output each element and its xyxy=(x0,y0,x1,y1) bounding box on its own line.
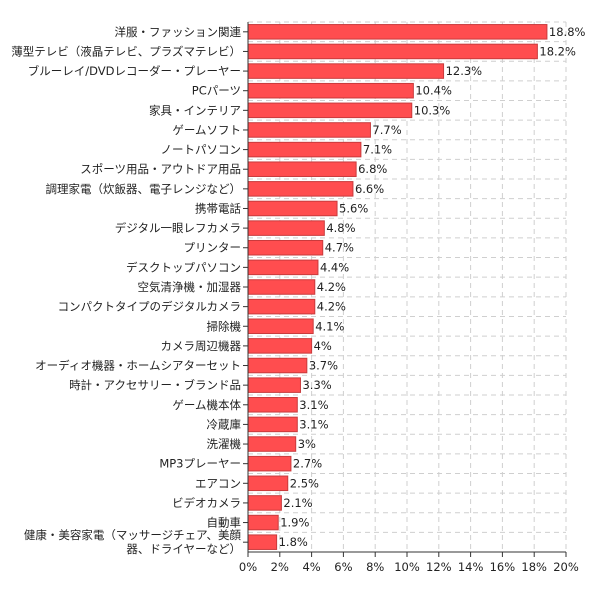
category-label: ビデオカメラ xyxy=(172,496,241,510)
category-label: 掃除機 xyxy=(207,319,242,333)
x-tick-label: 6% xyxy=(334,560,352,574)
category-label: PCパーツ xyxy=(192,84,241,98)
bar xyxy=(247,239,324,256)
x-tick-label: 14% xyxy=(458,560,484,574)
bar xyxy=(247,357,308,374)
category-label: 家具・インテリア xyxy=(149,103,241,117)
category-label: 空気清浄機・加湿器 xyxy=(138,280,242,294)
category-label: カメラ周辺機器 xyxy=(161,339,242,353)
value-label: 3.3% xyxy=(302,378,331,392)
value-label: 4.2% xyxy=(317,300,346,314)
bar xyxy=(247,534,278,550)
x-tick-label: 10% xyxy=(394,560,420,574)
category-label: 薄型テレビ（液晶テレビ、プラズマテレビ） xyxy=(11,44,241,58)
bar xyxy=(247,495,282,511)
value-label: 3% xyxy=(298,437,316,451)
category-label: ノートパソコン xyxy=(161,143,242,157)
bar xyxy=(247,43,538,60)
bar xyxy=(247,377,301,393)
value-label: 18.8% xyxy=(549,25,586,39)
bar xyxy=(247,475,289,492)
value-label: 3.7% xyxy=(309,359,338,373)
bar xyxy=(247,82,414,99)
bar xyxy=(247,397,298,413)
value-label: 1.9% xyxy=(280,516,309,530)
bar xyxy=(247,63,445,79)
x-tick-label: 16% xyxy=(490,560,516,574)
value-label: 3.1% xyxy=(299,417,328,431)
category-label: ゲームソフト xyxy=(172,123,241,137)
bar xyxy=(247,436,297,452)
x-tick-label: 0% xyxy=(239,560,257,574)
value-label: 7.7% xyxy=(372,123,401,137)
category-label: コンパクトタイプのデジタルカメラ xyxy=(58,300,241,314)
value-label: 12.3% xyxy=(446,64,483,78)
category-label: 自動車 xyxy=(207,516,242,530)
value-label: 10.4% xyxy=(415,84,452,98)
value-label: 6.8% xyxy=(358,162,387,176)
bar xyxy=(247,161,357,177)
bar xyxy=(247,181,354,197)
value-label: 4% xyxy=(314,339,332,353)
value-label: 10.3% xyxy=(414,103,451,117)
value-label: 4.1% xyxy=(315,319,344,333)
value-label: 4.7% xyxy=(325,241,354,255)
category-label: 調理家電（炊飯器、電子レンジなど） xyxy=(46,182,242,196)
category-label: MP3プレーヤー xyxy=(159,457,241,471)
category-label: オーディオ機器・ホームシアターセット xyxy=(35,359,241,373)
bar xyxy=(247,416,298,433)
value-label: 2.7% xyxy=(293,457,322,471)
category-label: スポーツ用品・アウトドア用品 xyxy=(80,162,241,176)
value-label: 18.2% xyxy=(539,44,576,58)
value-label: 1.8% xyxy=(279,535,308,549)
grid-lines xyxy=(248,21,567,553)
value-label: 2.1% xyxy=(283,496,312,510)
bar xyxy=(247,259,319,276)
category-label: 携帯電話 xyxy=(195,201,241,215)
category-label: ブルーレイ/DVDレコーダー・プレーヤー xyxy=(28,64,241,78)
category-label: 時計・アクセサリー・ブランド品 xyxy=(69,378,241,392)
category-label: 洋服・ファッション関連 xyxy=(115,25,242,39)
bar xyxy=(247,298,316,315)
category-label: デジタル一眼レフカメラ xyxy=(115,221,241,235)
category-label: プリンター xyxy=(184,241,242,255)
axes xyxy=(243,22,567,557)
bar xyxy=(247,514,279,531)
value-label: 5.6% xyxy=(339,201,368,215)
bar xyxy=(247,200,338,217)
bar xyxy=(247,279,316,295)
value-label: 4.4% xyxy=(320,260,349,274)
category-label: ゲーム機本体 xyxy=(172,398,241,412)
value-label: 4.8% xyxy=(326,221,355,235)
value-label: 3.1% xyxy=(299,398,328,412)
category-label: エアコン xyxy=(195,476,241,490)
bar xyxy=(247,318,314,335)
value-label: 6.6% xyxy=(355,182,384,196)
x-tick-label: 4% xyxy=(302,560,320,574)
x-tick-label: 8% xyxy=(366,560,384,574)
bars xyxy=(247,24,548,550)
bar xyxy=(247,338,313,354)
bar xyxy=(247,455,292,472)
value-label: 4.2% xyxy=(317,280,346,294)
value-label: 7.1% xyxy=(363,143,392,157)
bar xyxy=(247,24,548,40)
value-label: 2.5% xyxy=(290,476,319,490)
bar xyxy=(247,122,371,138)
x-tick-label: 20% xyxy=(553,560,579,574)
category-label: 冷蔵庫 xyxy=(207,417,242,431)
labels: 18.8% 18.2% 12.3% 10.4% 10.3% 7.7% 7.1% 6.8% 6.6… xyxy=(11,25,585,574)
bar xyxy=(247,141,362,158)
x-tick-label: 12% xyxy=(426,560,452,574)
category-label: 洗濯機 xyxy=(207,437,242,451)
category-label: デスクトップパソコン xyxy=(126,260,241,274)
x-tick-label: 2% xyxy=(271,560,289,574)
bar xyxy=(247,220,325,236)
category-label: 健康・美容家電（マッサージチェア、美顔器、ドライヤーなど） xyxy=(24,528,242,556)
bar xyxy=(247,102,413,119)
x-tick-label: 18% xyxy=(521,560,547,574)
